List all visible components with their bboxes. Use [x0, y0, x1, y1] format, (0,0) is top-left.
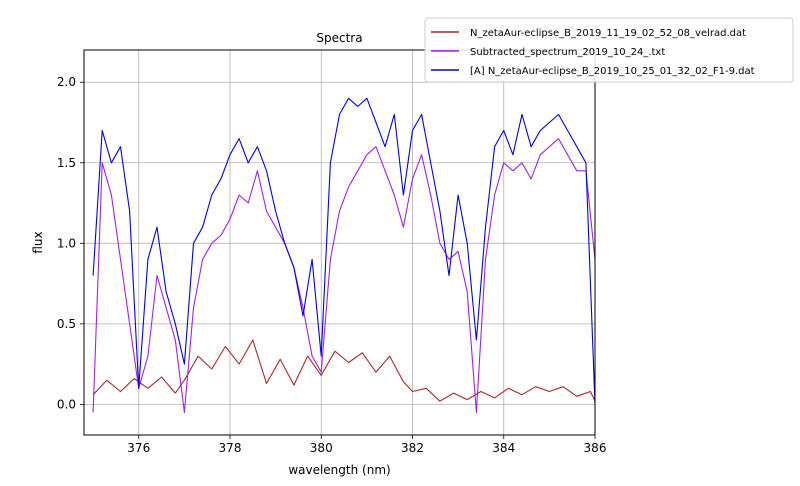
tick-layer: 376 378 380 382 384 386 0.0 0.5 1.0 1.5 2.0 [57, 75, 607, 455]
x-tick-label: 384 [492, 441, 515, 455]
series-line-1 [92, 339, 595, 402]
legend-label-3: [A] N_zetaAur-eclipse_B_2019_10_25_01_32… [470, 66, 755, 77]
legend-label-1: N_zetaAur-eclipse_B_2019_11_19_02_52_08_… [470, 28, 746, 39]
y-tick-label: 1.0 [57, 236, 76, 250]
x-tick-label: 386 [584, 441, 607, 455]
y-tick-label: 0.5 [57, 317, 76, 331]
y-axis-label: flux [31, 231, 45, 253]
x-axis-label: wavelength (nm) [288, 463, 390, 477]
series-line-2 [92, 138, 595, 413]
chart-title: Spectra [316, 31, 362, 45]
series-layer [92, 97, 595, 413]
x-tick-label: 376 [127, 441, 150, 455]
x-tick-label: 382 [401, 441, 424, 455]
y-tick-label: 1.5 [57, 156, 76, 170]
y-tick-label: 2.0 [57, 75, 76, 89]
x-tick-label: 378 [219, 441, 242, 455]
legend-label-2: Subtracted_spectrum_2019_10_24_.txt [470, 47, 665, 58]
plot-frame [83, 49, 596, 436]
legend-box [424, 17, 794, 83]
series-line-3 [92, 97, 595, 405]
legend: N_zetaAur-eclipse_B_2019_11_19_02_52_08_… [424, 17, 794, 83]
y-tick-label: 0.0 [57, 397, 76, 411]
x-tick-label: 380 [310, 441, 333, 455]
